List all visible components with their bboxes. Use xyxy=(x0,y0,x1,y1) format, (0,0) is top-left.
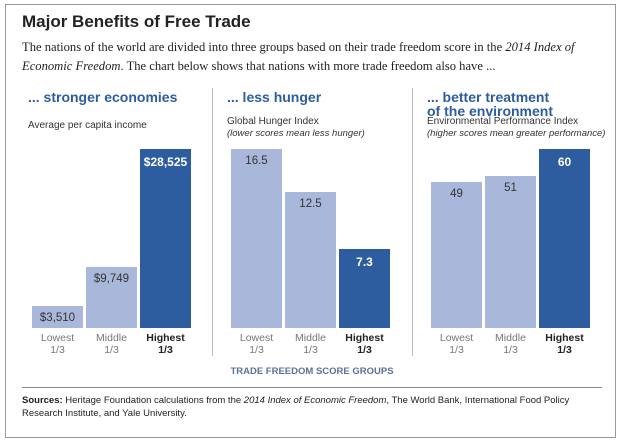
category-label: Middle 1/3 xyxy=(96,332,127,356)
bar xyxy=(539,149,590,328)
category-label: Highest 1/3 xyxy=(345,332,384,356)
separator xyxy=(412,88,413,356)
x-axis-label: TRADE FREEDOM SCORE GROUPS xyxy=(230,366,394,377)
frame xyxy=(5,4,616,438)
sources-text: Heritage Foundation calculations from th… xyxy=(62,395,244,406)
panel-note: (higher scores mean greater performance) xyxy=(427,128,606,139)
bar xyxy=(140,149,191,328)
panel-subtitle: Environmental Performance Index xyxy=(427,116,579,127)
value-label: 16.5 xyxy=(245,155,268,167)
bar xyxy=(339,248,390,328)
value-label: 12.5 xyxy=(299,198,322,211)
sources-label: Sources: xyxy=(22,395,63,406)
subtitle: The nations of the world are divided int… xyxy=(22,38,607,76)
value-label: 49 xyxy=(450,187,463,200)
value-label: 51 xyxy=(504,181,517,194)
panel-subtitle: Average per capita income xyxy=(28,120,147,131)
value-label: $28,525 xyxy=(143,155,188,169)
value-label: $9,749 xyxy=(93,272,130,285)
category-label: Middle 1/3 xyxy=(495,332,526,356)
category-label: Lowest 1/3 xyxy=(439,332,474,356)
subtitle-italic: 2014 Index of Economic Freedom xyxy=(22,40,575,73)
separator xyxy=(212,88,213,356)
category-label: Highest 1/3 xyxy=(545,332,584,356)
panel-title: ... less hunger xyxy=(227,89,322,105)
subtitle-text: The nations of the world are divided int… xyxy=(22,40,506,54)
bar xyxy=(431,181,482,328)
value-label: 7.3 xyxy=(356,254,373,269)
value-label: $3,510 xyxy=(39,311,76,324)
panel-title: ... better treatment of the environment xyxy=(427,89,554,119)
subtitle-text: . The chart below shows that nations wit… xyxy=(120,59,496,73)
category-label: Highest 1/3 xyxy=(146,332,185,356)
category-label: Middle 1/3 xyxy=(295,332,326,356)
sources-text: , The World Bank, International Food Pol… xyxy=(22,395,570,419)
bar xyxy=(86,266,137,328)
title: Major Benefits of Free Trade xyxy=(22,12,251,31)
rule xyxy=(22,387,602,388)
bar xyxy=(231,149,282,328)
sources-italic: 2014 Index of Economic Freedom xyxy=(243,395,387,406)
bar xyxy=(485,175,536,328)
panel-note: (lower scores mean less hunger) xyxy=(227,128,365,139)
panel-subtitle: Global Hunger Index xyxy=(227,116,319,127)
category-label: Lowest 1/3 xyxy=(239,332,274,356)
sources: Sources: Heritage Foundation calculation… xyxy=(22,394,602,420)
panel-title: ... stronger economies xyxy=(28,89,178,105)
bar xyxy=(32,305,83,328)
bar xyxy=(285,192,336,328)
value-label: 60 xyxy=(557,155,572,169)
category-label: Lowest 1/3 xyxy=(40,332,75,356)
